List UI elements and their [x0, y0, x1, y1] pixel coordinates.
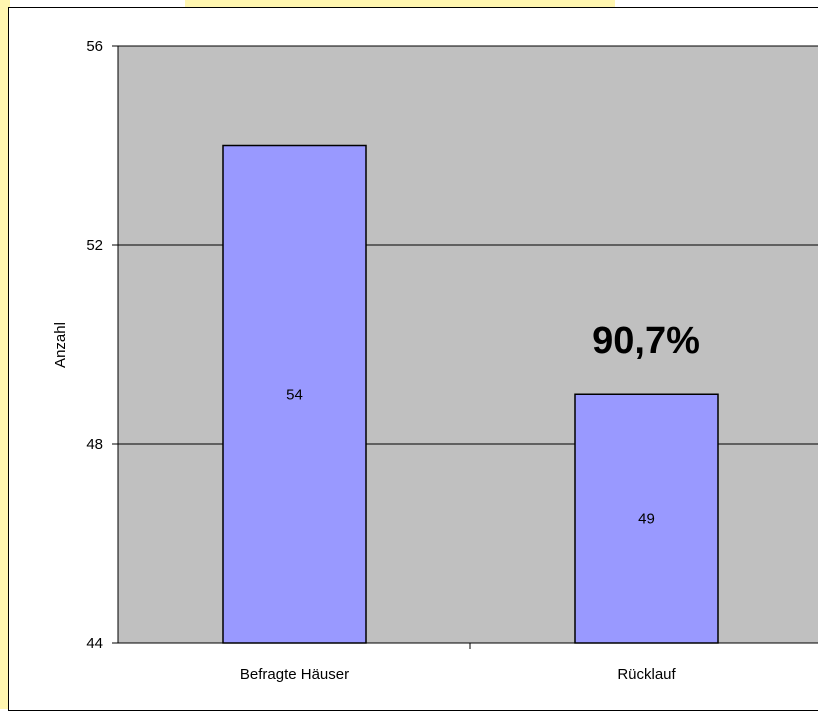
x-category-label: Befragte Häuser [240, 666, 349, 683]
y-tick-label: 44 [86, 635, 103, 652]
response-rate-annotation: 90,7% [592, 320, 700, 362]
y-tick-label: 48 [86, 436, 103, 453]
frame-accent-left [0, 0, 10, 709]
labels: 44 48 52 56 54 Befragte Häuser 49 Rücklauf [86, 38, 676, 683]
bar-value-label: 54 [286, 386, 303, 403]
y-axis-title: Anzahl [52, 322, 69, 368]
bar [222, 144, 367, 644]
y-tick-label: 52 [86, 237, 103, 254]
y-tick-label: 56 [86, 38, 103, 55]
x-category-label: Rücklauf [617, 666, 676, 683]
bars [222, 144, 719, 644]
bar [574, 393, 719, 644]
bar-value-label: 49 [638, 511, 655, 528]
frame-accent-top [185, 0, 615, 8]
axes [112, 45, 818, 649]
